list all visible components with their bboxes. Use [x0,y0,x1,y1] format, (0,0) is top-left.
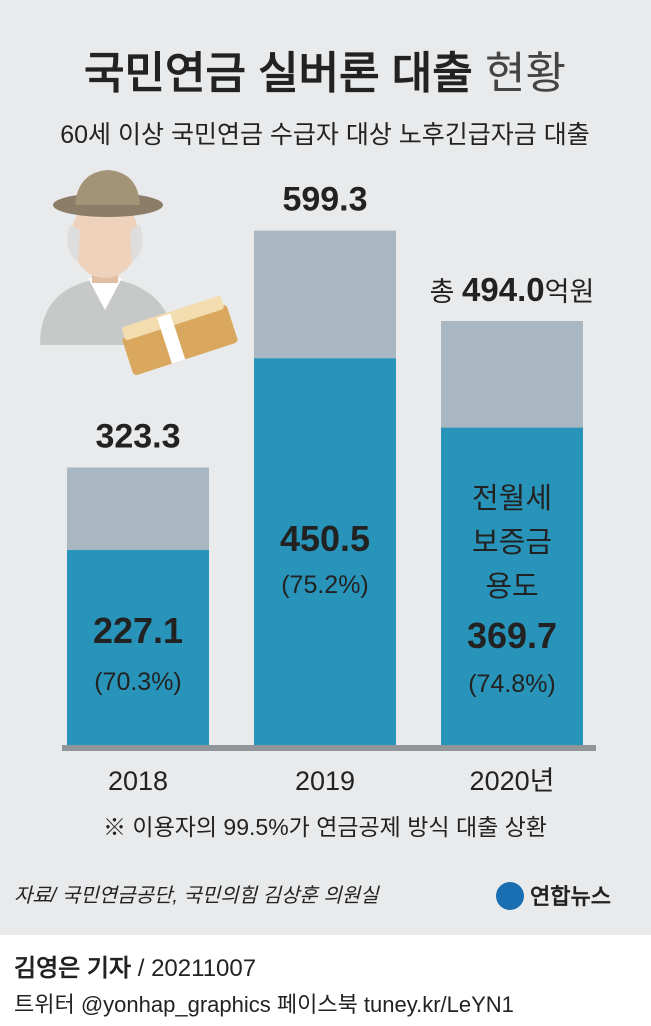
total-label: 323.3 [95,418,180,456]
share-label: (74.8%) [468,670,556,698]
title-main: 국민연금 실버론 대출 [84,49,473,98]
total-label: 총 494.0억원 [430,271,595,308]
logo: 연합뉴스 [530,884,611,909]
byline-date: / 20211007 [138,955,256,982]
social: 트위터 @yonhap_graphics 페이스북 tuney.kr/LeYN1 [14,992,514,1017]
part-bar [67,550,209,745]
footer-background [0,935,651,1026]
total-unit: 억원 [545,277,595,307]
logo-mark [496,882,524,910]
total-label: 599.3 [282,181,367,219]
total-value: 494.0 [462,271,545,308]
share-label: (70.3%) [94,668,182,696]
subtitle: 60세 이상 국민연금 수급자 대상 노후긴급자금 대출 [60,121,589,149]
annotation: 전월세 [472,482,552,515]
part-bar [254,358,396,745]
part-value-label: 369.7 [467,615,557,656]
byline: 김영은 기자 / 20211007 [14,955,256,982]
title: 국민연금 실버론 대출 현황 [84,49,566,98]
annotation: 보증금 [472,527,552,559]
title-suffix: 현황 [485,49,566,98]
total-prefix: 총 [430,277,455,307]
illustration [40,170,238,375]
share-label: (75.2%) [281,571,369,599]
footnote: ※ 이용자의 99.5%가 연금공제 방식 대출 상환 [103,814,547,840]
byline-name: 김영은 기자 [14,955,131,982]
part-value-label: 227.1 [93,610,183,651]
annotation: 용도 [485,571,538,603]
part-value-label: 450.5 [280,518,370,559]
x-tick-label: 2019 [295,766,355,796]
x-tick-label: 2018 [108,766,168,796]
source: 자료/ 국민연금공단, 국민의힘 김상훈 의원실 [14,885,380,907]
part-bar [441,427,583,745]
x-tick-label: 2020년 [470,766,555,796]
